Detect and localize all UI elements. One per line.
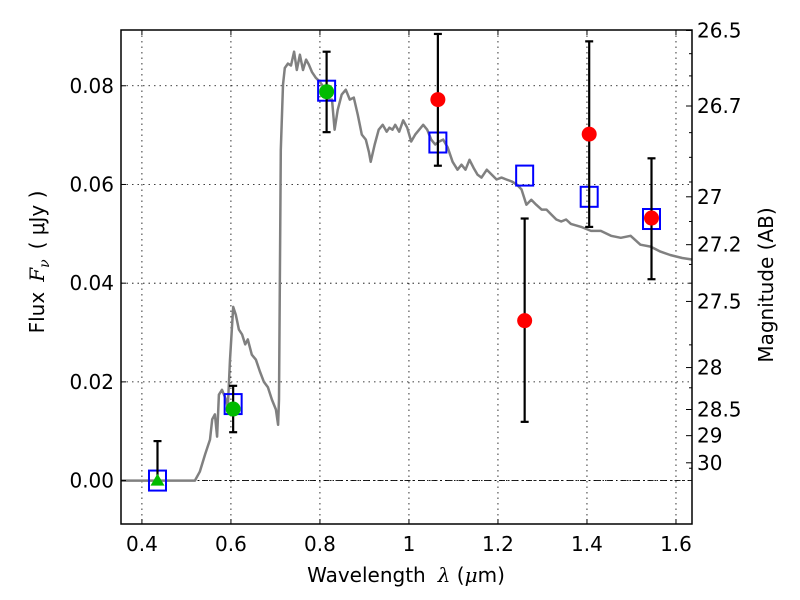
- magnitude-tick-label: 27: [697, 185, 722, 209]
- magnitude-tick-label: 30: [697, 451, 722, 475]
- red-flux-point: [581, 126, 597, 142]
- model-photometry-square: [515, 164, 535, 187]
- y-tick-label: 0.08: [69, 74, 114, 98]
- magnitude-tick-label: 27.5: [697, 289, 742, 313]
- spectrum-layer: [121, 50, 693, 482]
- magnitude-tick-label: 28: [697, 356, 722, 380]
- x-axis-label: Wavelength λ (μm): [307, 563, 505, 587]
- red-flux-point: [517, 313, 533, 329]
- x-tick-label: 0.6: [215, 532, 247, 556]
- y-tick-label: 0.02: [69, 370, 114, 394]
- x-tick-label: 1.6: [660, 532, 692, 556]
- tick-labels: 0.4 0.6 0.8 1 1.2 1.4 1.6 0.00 0.02 0.04 0.06 0.08 2…: [69, 18, 741, 556]
- red-flux-point: [644, 210, 660, 226]
- y-tick-label: 0.04: [69, 271, 114, 295]
- x-tick-label: 1: [403, 532, 416, 556]
- y-tick-label: 0.00: [69, 469, 114, 493]
- magnitude-tick-label: 27.2: [697, 233, 742, 257]
- magnitude-tick-label: 26.7: [697, 94, 742, 118]
- model-spectrum-line: [121, 50, 693, 482]
- x-tick-label: 0.4: [126, 532, 158, 556]
- x-tick-label: 1.4: [571, 532, 603, 556]
- magnitude-tick-label: 28.5: [697, 398, 742, 422]
- y-tick-label: 0.06: [69, 172, 114, 196]
- y-axis-label: FluxFν( μJy ): [25, 191, 53, 334]
- axes-frame: [120, 29, 693, 525]
- upper-limit-triangle: [150, 473, 165, 486]
- magnitude-tick-label: 26.5: [697, 18, 742, 42]
- green-flux-point: [225, 401, 241, 417]
- red-flux-point: [430, 92, 446, 108]
- x-tick-label: 0.8: [304, 532, 336, 556]
- ticks: [121, 29, 692, 524]
- green-flux-point: [319, 84, 335, 100]
- magnitude-axis-label: Magnitude (AB): [754, 207, 778, 362]
- magnitude-tick-label: 29: [697, 424, 722, 448]
- x-tick-label: 1.2: [482, 532, 514, 556]
- marker-layer: [147, 32, 662, 492]
